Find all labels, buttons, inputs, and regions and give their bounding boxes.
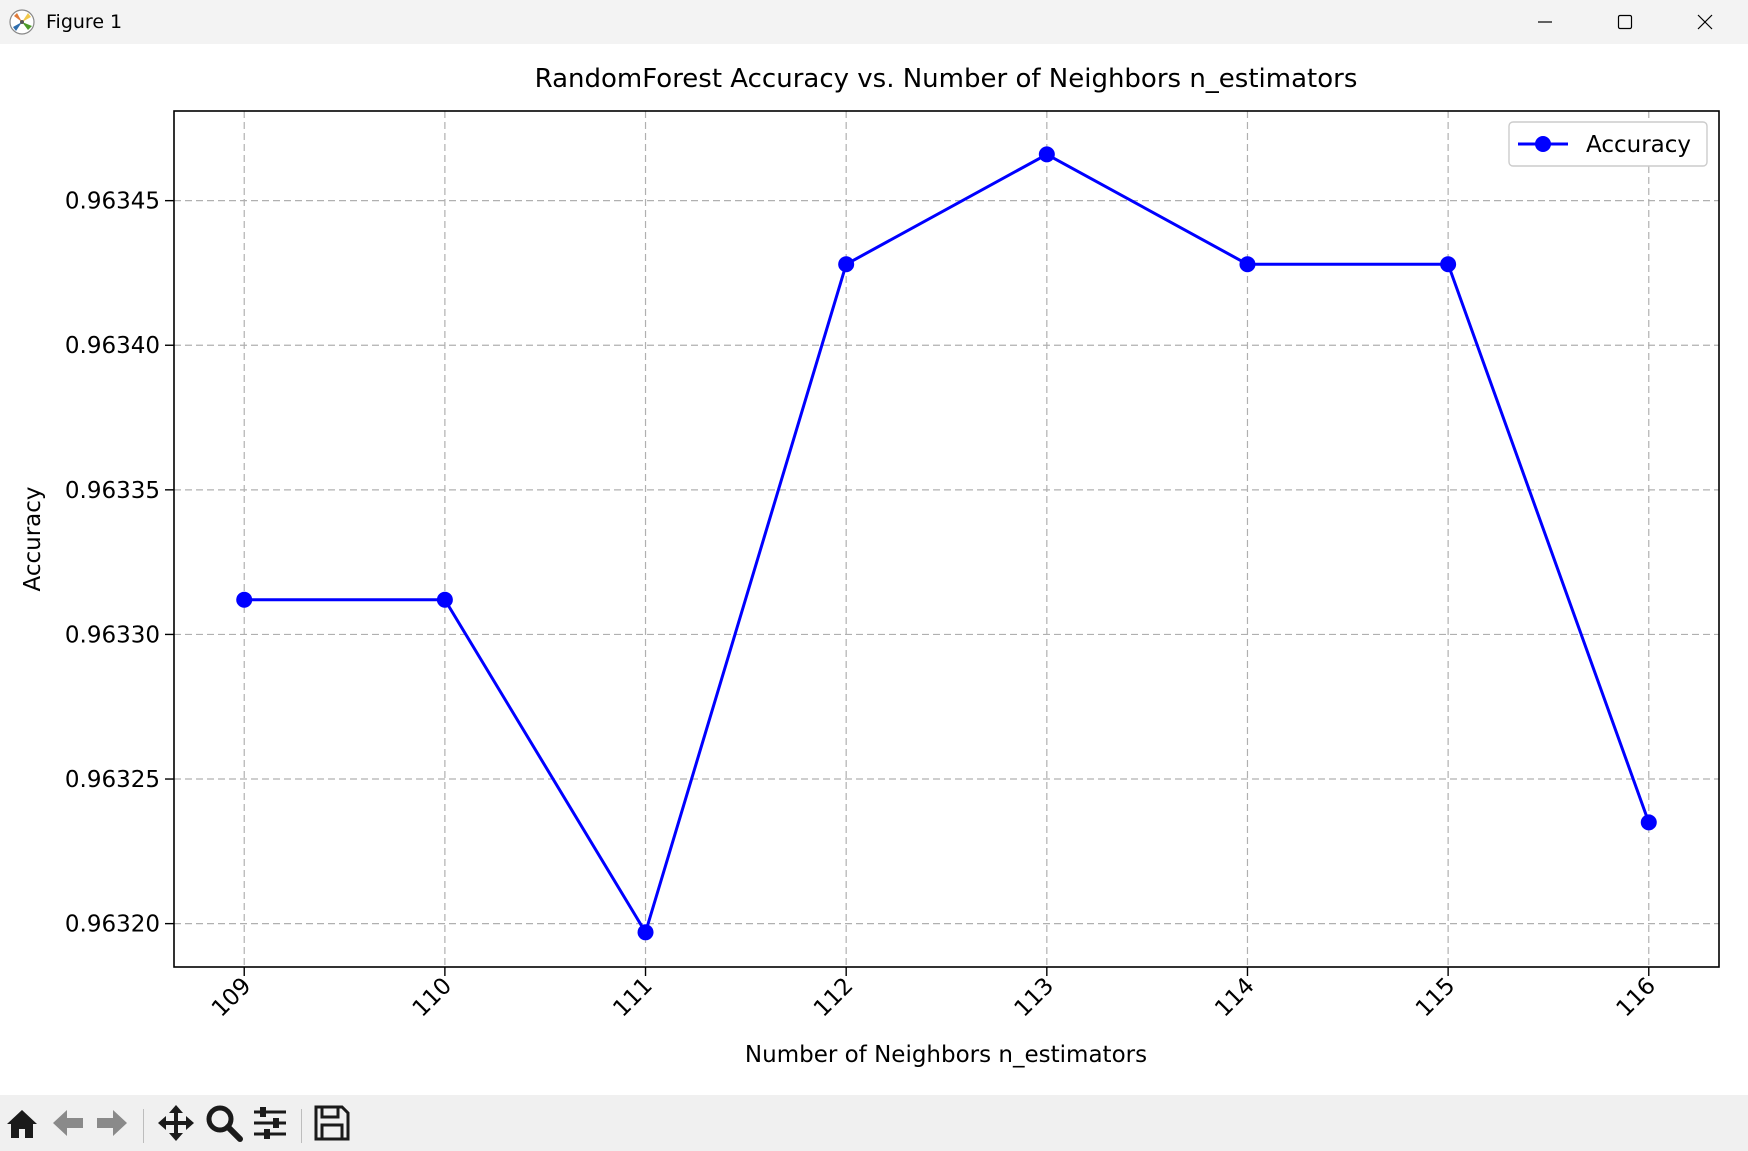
window-title: Figure 1 [46, 11, 123, 33]
back-icon [53, 1110, 83, 1136]
x-tick-label: 114 [1210, 973, 1259, 1022]
y-tick-label: 0.96330 [65, 622, 160, 648]
toolbar-separator [143, 1109, 144, 1143]
x-axis-label: Number of Neighbors n_estimators [745, 1042, 1147, 1068]
data-point [1239, 256, 1256, 273]
toolbar-separator [301, 1109, 302, 1143]
chart-title: RandomForest Accuracy vs. Number of Neig… [535, 64, 1358, 94]
x-tick-label: 109 [207, 973, 256, 1022]
data-point [1038, 146, 1055, 163]
minimize-icon [1538, 21, 1552, 23]
forward-icon [97, 1110, 127, 1136]
data-point [1440, 256, 1457, 273]
data-point [637, 924, 654, 941]
x-tick-label: 116 [1612, 973, 1661, 1022]
legend-label: Accuracy [1586, 132, 1691, 158]
x-tick-label: 112 [809, 973, 858, 1022]
y-tick-label: 0.96325 [65, 767, 160, 793]
home-icon [7, 1110, 37, 1138]
navigation-toolbar [0, 1095, 1748, 1151]
matplotlib-logo-icon [9, 9, 35, 35]
pan-icon [158, 1105, 194, 1141]
zoom-icon [206, 1105, 243, 1142]
data-point [436, 591, 453, 608]
data-point [236, 591, 253, 608]
data-point [838, 256, 855, 273]
legend: Accuracy [1508, 121, 1708, 167]
maximize-icon [1617, 14, 1633, 30]
legend-marker [1535, 136, 1551, 152]
x-tick-label: 111 [608, 973, 657, 1022]
pan-button[interactable] [154, 1101, 198, 1145]
y-axis-label: Accuracy [20, 486, 46, 591]
zoom-button[interactable] [202, 1101, 246, 1145]
y-axis: 0.96320 0.96325 0.96330 0.96335 0.96340 0.963… [65, 189, 174, 938]
configure-subplots-button[interactable] [248, 1101, 292, 1145]
y-tick-label: 0.96335 [65, 478, 160, 504]
forward-button[interactable] [90, 1101, 134, 1145]
home-button[interactable] [0, 1101, 44, 1145]
save-button[interactable] [310, 1101, 354, 1145]
save-icon [314, 1105, 350, 1141]
figure-canvas[interactable]: RandomForest Accuracy vs. Number of Neig… [0, 44, 1748, 1095]
y-tick-label: 0.96340 [65, 333, 160, 359]
title-bar: Figure 1 [0, 0, 1748, 44]
minimize-button[interactable] [1505, 0, 1585, 44]
grid-lines [174, 111, 1719, 967]
x-tick-label: 115 [1411, 973, 1460, 1022]
x-tick-label: 110 [408, 973, 457, 1022]
back-button[interactable] [46, 1101, 90, 1145]
maximize-button[interactable] [1585, 0, 1665, 44]
close-button[interactable] [1665, 0, 1745, 44]
y-tick-label: 0.96345 [65, 189, 160, 215]
data-point [1640, 814, 1657, 831]
line-chart: RandomForest Accuracy vs. Number of Neig… [20, 64, 1720, 1068]
plot-frame [173, 110, 1720, 968]
x-tick-label: 113 [1010, 973, 1059, 1022]
x-axis: 109 110 111 112 113 114 115 116 [207, 967, 1661, 1022]
close-icon [1697, 14, 1713, 30]
series-layer [236, 146, 1657, 941]
configure-subplots-icon [254, 1107, 286, 1139]
legend-box [1508, 121, 1708, 167]
y-tick-label: 0.96320 [65, 912, 160, 938]
series-line [244, 152, 1651, 934]
